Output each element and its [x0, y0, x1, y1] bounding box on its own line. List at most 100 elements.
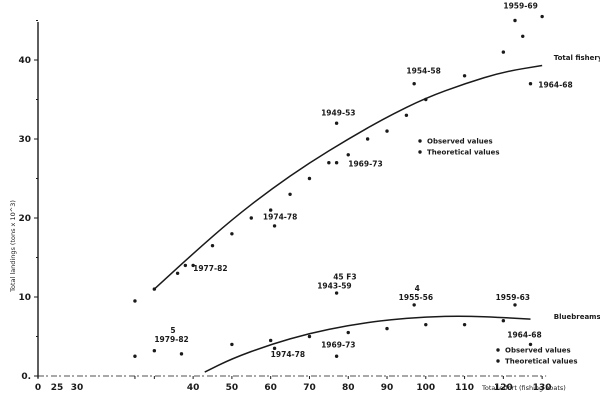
- legend-marker: [496, 359, 500, 363]
- period-annotation: 1977-82: [193, 264, 227, 273]
- x-tick-label: 40: [187, 383, 200, 393]
- period-annotation: 1949-53: [321, 108, 355, 117]
- bluebreams-fishery-curve: [204, 315, 531, 373]
- bluebreams-fishery-point: [462, 322, 467, 327]
- total-fishery-point: [249, 216, 253, 220]
- y-axis-title: Total landings (tons x 10^3): [9, 200, 17, 293]
- total-fishery-point: [183, 263, 188, 268]
- bluebreams-fishery-point: [179, 352, 184, 356]
- total-fishery-point: [175, 271, 180, 275]
- legend-label: Observed values: [427, 138, 493, 146]
- total-fishery-point: [191, 263, 195, 268]
- total-fishery-point: [210, 243, 215, 248]
- bluebreams-fishery-point: [385, 326, 389, 331]
- total-fishery-point: [513, 18, 517, 23]
- total-fishery-point: [327, 161, 331, 165]
- bluebreams-fishery-point: [230, 342, 234, 347]
- period-annotation: 1964-68: [507, 330, 541, 339]
- legend-label: Observed values: [505, 347, 571, 355]
- y-tick-label: 10: [18, 293, 31, 303]
- annotation-note: 5: [519, 0, 524, 2]
- total-fishery-point: [334, 161, 339, 165]
- period-annotation: 1969-73: [321, 341, 355, 350]
- total-fishery-point: [152, 287, 157, 291]
- period-annotation: 1954-58: [406, 66, 440, 75]
- legend-total-fishery: Observed values Theoretical values: [418, 138, 500, 157]
- total-fishery-point: [521, 34, 525, 38]
- period-annotation: 1955-56: [399, 293, 433, 302]
- total-fishery-point: [272, 224, 277, 228]
- y-tick-label: 30: [18, 135, 31, 145]
- period-annotation: 1959-69: [503, 2, 537, 11]
- theoretical-curves: [153, 64, 543, 373]
- total-fishery-point: [365, 137, 370, 141]
- period-annotation: 1974-78: [263, 213, 297, 222]
- total-fishery-point: [346, 153, 350, 157]
- annotations: 1959-695Total fishery1964-681954-581949-…: [154, 0, 600, 359]
- bluebreams-fishery-point: [133, 354, 137, 358]
- period-annotation: 1969-73: [348, 160, 382, 169]
- total-fishery-point: [385, 129, 389, 133]
- bluebreams-fishery-point: [334, 354, 339, 358]
- total-fishery-point: [424, 97, 428, 102]
- observed-points: [133, 14, 544, 358]
- x-axis-title: Total effort (fishing boats): [481, 384, 566, 392]
- bluebreams-fishery-point: [307, 334, 312, 339]
- x-tick-label: 30: [71, 383, 84, 393]
- bluebreams-fishery-point: [412, 303, 416, 307]
- legend-label: Theoretical values: [427, 149, 500, 157]
- period-annotation: 1959-63: [496, 293, 530, 302]
- total-fishery-point: [230, 232, 234, 236]
- total-fishery-point: [404, 113, 409, 118]
- total-fishery-point: [268, 208, 273, 212]
- period-annotation: 1964-68: [538, 81, 572, 90]
- bluebreams-fishery-point: [346, 330, 350, 335]
- total-fishery-point: [412, 82, 416, 86]
- legend-label: Theoretical values: [505, 358, 578, 366]
- period-annotation: 1943-59: [317, 281, 351, 290]
- y-tick-label: 20: [18, 214, 31, 224]
- total-fishery-point: [334, 121, 339, 125]
- total-fishery-point: [133, 299, 137, 303]
- x-tick-label: 90: [381, 383, 394, 393]
- total-fishery-point: [540, 14, 544, 19]
- bluebreams-fishery-point: [501, 319, 506, 323]
- period-annotation: 1974-78: [271, 350, 305, 359]
- annotation-note: 4: [415, 284, 420, 293]
- total-fishery-point: [288, 192, 292, 196]
- x-tick-label: 50: [226, 383, 239, 393]
- y-tick-label: 0.: [21, 372, 31, 382]
- legend-marker: [418, 139, 422, 143]
- total-fishery-point: [528, 82, 533, 86]
- x-tick-label: 110: [455, 383, 474, 393]
- y-tick-label: 40: [18, 56, 31, 66]
- x-tick-label: 130: [533, 383, 552, 393]
- annotation-note: 45 F3: [333, 272, 356, 281]
- total-fishery-curve: [153, 64, 543, 290]
- bluebreams-fishery-point: [334, 291, 339, 295]
- x-tick-label: 80: [342, 383, 355, 393]
- legend-bluebreams-fishery: Observed values Theoretical values: [496, 347, 578, 366]
- period-annotation: 1979-82: [154, 335, 188, 344]
- x-tick-label: 120: [494, 383, 513, 393]
- legend-marker: [418, 150, 422, 154]
- series-label: Bluebreams fishery: [554, 313, 600, 321]
- bluebreams-fishery-point: [424, 322, 428, 327]
- total-fishery-point: [462, 74, 467, 78]
- legend-marker: [496, 348, 500, 352]
- bluebreams-fishery-point: [152, 349, 157, 353]
- total-fishery-point: [501, 50, 506, 54]
- bluebreams-fishery-point: [513, 303, 517, 307]
- x-tick-label: 60: [264, 383, 277, 393]
- annotation-note: 5: [170, 326, 175, 335]
- x-tick-label: 70: [303, 383, 316, 393]
- bluebreams-fishery-point: [528, 342, 533, 347]
- x-tick-label: 0: [35, 383, 41, 393]
- x-tick-label: 100: [416, 383, 435, 393]
- total-fishery-point: [307, 176, 312, 181]
- x-tick-label: 25: [51, 383, 64, 393]
